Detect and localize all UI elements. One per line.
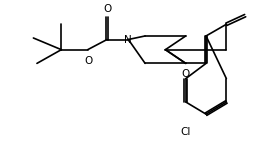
Text: N: N (125, 35, 132, 45)
Text: O: O (182, 69, 190, 79)
Text: Cl: Cl (181, 127, 191, 137)
Text: O: O (103, 4, 111, 14)
Text: O: O (85, 56, 93, 66)
